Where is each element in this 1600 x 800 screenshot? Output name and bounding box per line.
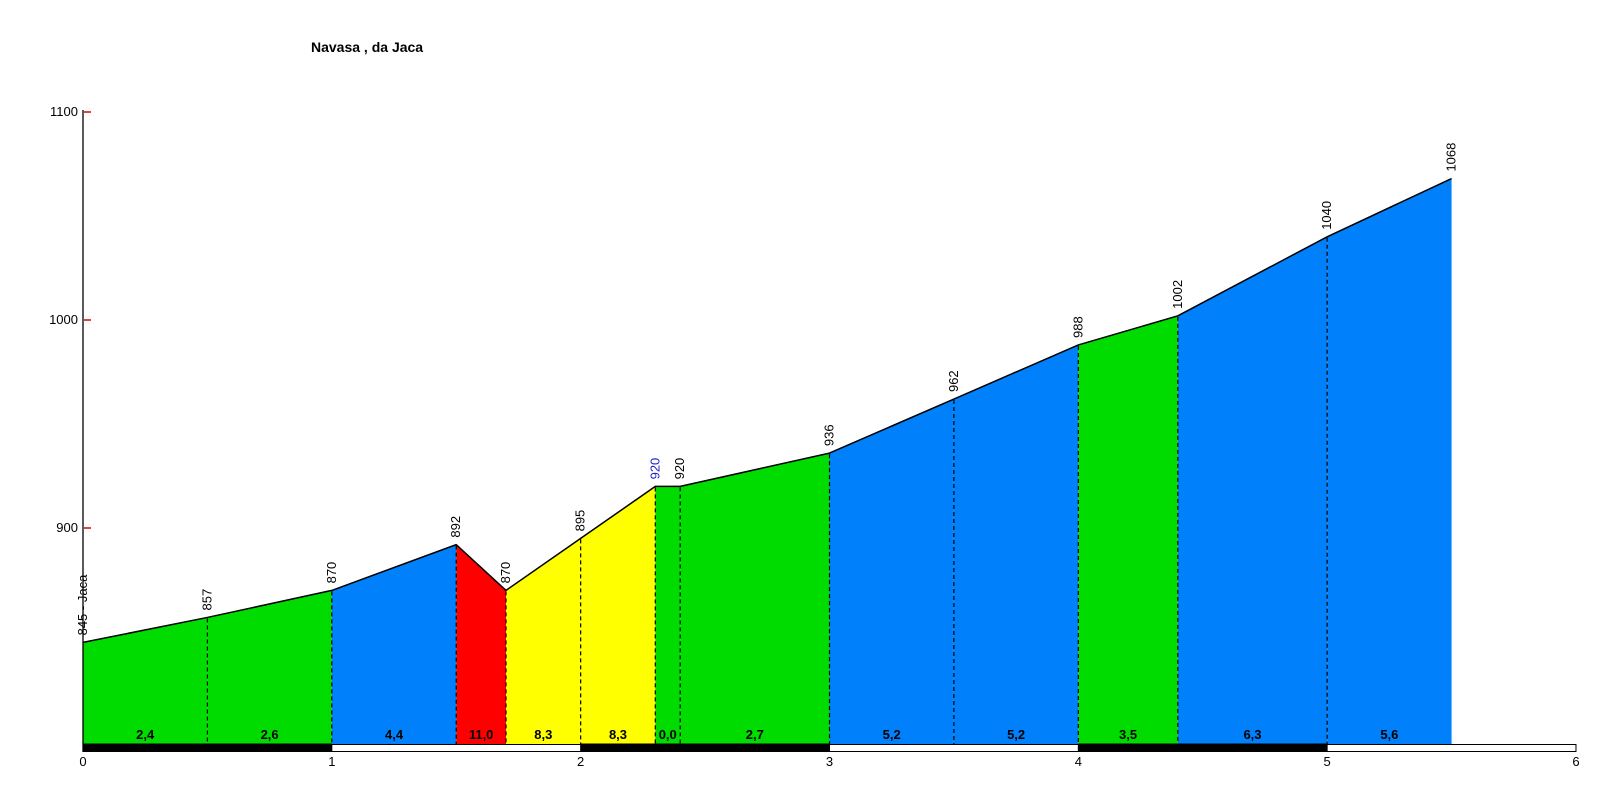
elevation-label: 1068 [1444, 143, 1459, 172]
x-axis-km-label: 5 [1324, 754, 1331, 769]
x-axis-km-label: 1 [328, 754, 335, 769]
x-axis-km-label: 2 [577, 754, 584, 769]
y-axis-tick-label: 1000 [49, 312, 78, 327]
elevation-label: 920 [647, 458, 662, 480]
gradient-label: 8,3 [609, 727, 627, 742]
elevation-label: 892 [448, 516, 463, 538]
elevation-label: 895 [573, 510, 588, 532]
segment-area-blue [331, 544, 457, 744]
km-bar-segment-black [1078, 743, 1328, 752]
segment-area-green [680, 453, 830, 744]
elevation-label: 988 [1070, 316, 1085, 338]
y-axis-tick-label: 900 [56, 520, 78, 535]
gradient-label: 3,5 [1119, 727, 1137, 742]
segment-area-blue [829, 399, 954, 744]
gradient-label: 0,0 [659, 727, 677, 742]
x-axis-km-label: 3 [826, 754, 833, 769]
gradient-label: 11,0 [469, 727, 494, 742]
segment-area-yellow [580, 486, 656, 744]
gradient-label: 6,3 [1243, 727, 1261, 742]
segment-area-yellow [506, 538, 581, 744]
elevation-label: 936 [821, 424, 836, 446]
gradient-label: 2,6 [261, 727, 279, 742]
elevation-label: 870 [324, 562, 339, 584]
segment-area-green [83, 617, 208, 744]
gradient-label: 5,6 [1380, 727, 1398, 742]
x-axis-km-label: 4 [1075, 754, 1082, 769]
segment-area-blue [1327, 178, 1452, 744]
elevation-label: 1040 [1319, 201, 1334, 230]
gradient-label: 2,7 [746, 727, 764, 742]
km-bar-segment-black [580, 743, 830, 752]
segment-area-blue [953, 344, 1079, 744]
chart-title: Navasa , da Jaca [311, 39, 424, 55]
gradient-label: 5,2 [883, 727, 901, 742]
segment-area-blue [1177, 236, 1328, 745]
km-bar-segment-white [1326, 744, 1577, 752]
y-axis-tick-label: 1100 [50, 104, 78, 119]
x-axis-km-label: 0 [79, 754, 86, 769]
segment-area-green [655, 486, 681, 744]
elevation-label: 920 [672, 458, 687, 480]
km-bar-segment-white [828, 744, 1079, 752]
segment-area-green [207, 590, 332, 744]
elevation-label: 962 [946, 370, 961, 392]
elevation-label: 857 [199, 589, 214, 611]
profile-outline [82, 177, 1452, 644]
segment-area-green [1078, 315, 1178, 744]
gradient-label: 8,3 [534, 727, 552, 742]
gradient-label: 4,4 [385, 727, 404, 742]
x-axis-km-label: 6 [1572, 754, 1579, 769]
gradient-label: 5,2 [1007, 727, 1025, 742]
elevation-label: 1002 [1170, 280, 1185, 309]
km-bar-segment-black [83, 743, 332, 752]
elevation-label: 870 [498, 562, 513, 584]
gradient-label: 2,4 [136, 727, 155, 742]
segment-area-red [456, 544, 507, 744]
km-bar-segment-white [331, 744, 582, 752]
